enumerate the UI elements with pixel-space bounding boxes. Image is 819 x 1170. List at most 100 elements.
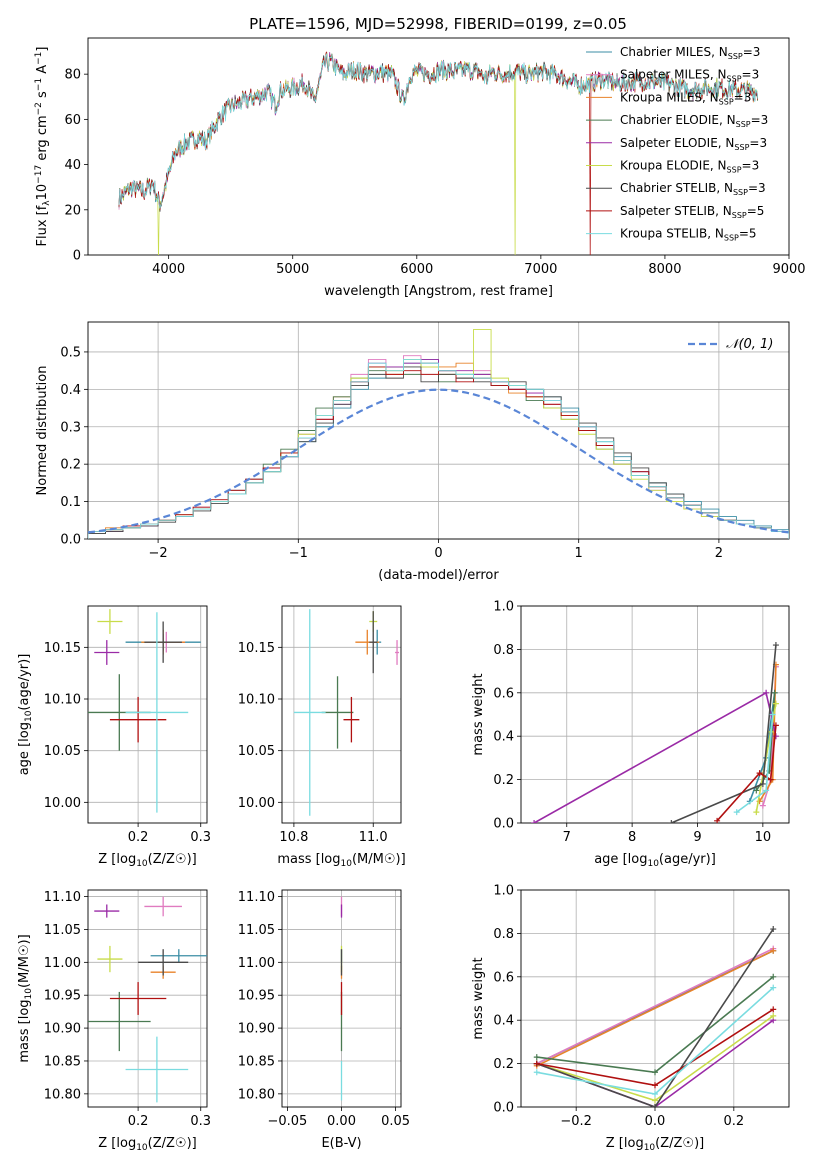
weight-point-salpeter_elodie (763, 689, 770, 696)
weight-point-chabrier_elodie (753, 787, 760, 794)
y-tick-label: 11.00 (238, 956, 275, 971)
y-axis-label: mass [log10(M/M☉)] (17, 934, 34, 1062)
x-tick-label: −1 (289, 546, 308, 561)
weight-point-kroupa_miles (770, 947, 777, 954)
label-part: Salpeter MILES, N (620, 68, 727, 82)
label-part: 10 (647, 859, 659, 869)
label-part: 10 (136, 859, 148, 869)
x-tick-label: 9000 (772, 262, 805, 277)
label-part: =3 (743, 45, 761, 59)
y-tick-label: 10.15 (238, 641, 275, 656)
x-axis-label: Z [log10(Z/Z☉)] (98, 1136, 196, 1153)
weight-point-salpeter_miles (759, 802, 766, 809)
label-part: Chabrier STELIB, N (620, 181, 733, 195)
label-part: )] (187, 852, 197, 867)
y-tick-label: 0.0 (493, 1101, 514, 1116)
label-part: (age/yr)] (659, 852, 716, 867)
weight-line-salpeter_elodie (533, 691, 777, 823)
label-part: mass [log (277, 852, 340, 867)
y-tick-label: 0.0 (60, 533, 81, 548)
label-part: SSP (734, 143, 749, 152)
axes-frame (520, 605, 790, 824)
x-axis-label: Z [log10(Z/Z☉)] (98, 852, 196, 869)
weight-point-chabrier_elodie (771, 689, 778, 696)
y-tick-label: 10.10 (44, 693, 81, 708)
label-part: ☉ (175, 1136, 187, 1151)
legend-label: Chabrier ELODIE, NSSP=3 (620, 113, 768, 129)
x-axis-label: E(B-V) (321, 1136, 361, 1151)
y-tick-label: 10.95 (238, 989, 275, 1004)
y-tick-label: 11.00 (44, 956, 81, 971)
x-tick-label: 10.8 (279, 830, 308, 845)
y-tick-label: 10.90 (44, 1022, 81, 1037)
y-tick-label: 10.85 (44, 1054, 81, 1069)
label-part: SSP (724, 234, 739, 243)
weight-point-kroupa_elodie (652, 1097, 658, 1104)
y-tick-label: 11.10 (238, 890, 275, 905)
weight-point-salpeter_stelib (770, 1006, 777, 1013)
y-tick-label: 0.2 (493, 773, 514, 788)
x-axis-label: age [log10(age/yr)] (594, 852, 716, 869)
x-tick-label: 6000 (400, 262, 433, 277)
weight-point-kroupa_elodie (753, 809, 760, 816)
label-part: ] (35, 47, 50, 52)
weight-line-chabrier_stelib (536, 928, 774, 1107)
label-part: age [log (594, 852, 647, 867)
weight-point-salpeter_elodie (531, 820, 538, 823)
weight-point-kroupa_stelib (533, 1069, 540, 1076)
x-tick-label: 0.2 (128, 1114, 149, 1129)
label-part: 10 (35, 184, 50, 201)
spectrum-line-kroupa_stelib (118, 52, 759, 209)
label-part: ☉ (384, 852, 396, 867)
label-part: Salpeter STELIB, N (620, 204, 732, 218)
legend-label: 𝒩(0, 1) (726, 337, 773, 352)
legend-label: Salpeter STELIB, NSSP=5 (620, 204, 764, 220)
label-part: =5 (739, 227, 757, 241)
legend-label: Kroupa STELIB, NSSP=5 (620, 227, 757, 243)
weight-point-salpeter_stelib (767, 776, 774, 783)
y-tick-label: 10.00 (238, 796, 275, 811)
y-tick-label: 0.4 (60, 383, 81, 398)
y-tick-label: 0.8 (493, 643, 514, 658)
x-tick-label: −2 (149, 546, 168, 561)
label-part: Chabrier ELODIE, N (620, 113, 736, 127)
histogram-chabrier_stelib (88, 366, 789, 539)
legend-label: Kroupa MILES, NSSP=3 (620, 90, 751, 106)
label-part: 10 (24, 710, 34, 722)
legend-label: Chabrier STELIB, NSSP=3 (620, 181, 766, 197)
axes-frame (281, 605, 402, 824)
y-tick-label: 1.0 (493, 884, 514, 899)
spectrum-panel: 4000 5000 6000 7000 8000 9000 0 20 40 60 80 wavelen… (34, 37, 806, 299)
y-axis-label: mass weight (471, 673, 486, 755)
y-tick-label: 10.10 (238, 693, 275, 708)
label-part: =3 (751, 113, 769, 127)
label-part: Kroupa ELODIE, N (620, 159, 727, 173)
residuals-histogram-panel: −2 −1 0 1 2 0.0 0.1 0.2 0.3 0.4 0.5 (data-model)/er… (35, 321, 790, 583)
label-part: )] (187, 1136, 197, 1151)
figure-title: PLATE=1596, MJD=52998, FIBERID=0199, z=0… (249, 15, 627, 33)
weight-line-kroupa_miles (536, 950, 774, 1067)
weight-point-salpeter_stelib (652, 1082, 658, 1089)
label-part: ☉ (682, 1136, 694, 1151)
y-axis-label: Flux [fλ10−17 erg cm−2 s−1 A−1] (34, 47, 52, 247)
x-tick-label: 4000 (152, 262, 185, 277)
mass-weight-vs-metallicity-panel: −0.2 0.0 0.2 0.0 0.2 0.4 0.6 0.8 1.0 Z [log10(Z/Z… (471, 884, 790, 1153)
label-part: =3 (734, 90, 752, 104)
label-part: Flux [f (35, 205, 50, 246)
label-part: (M/M (352, 852, 384, 867)
y-tick-label: 10.80 (238, 1087, 275, 1102)
label-part: SSP (727, 166, 742, 175)
y-axis-label: age [log10(age/yr)] (17, 654, 34, 776)
x-tick-label: 11.0 (359, 830, 388, 845)
weight-point-chabrier_elodie (652, 1069, 658, 1076)
y-tick-label: 1.0 (493, 600, 514, 615)
y-tick-label: 10.05 (44, 744, 81, 759)
x-tick-label: 0.2 (723, 1114, 744, 1129)
y-tick-label: 0.6 (493, 686, 514, 701)
y-tick-label: 10.15 (44, 641, 81, 656)
axes-frame (281, 889, 402, 1108)
label-part: SSP (728, 52, 743, 61)
x-axis-label: Z [log10(Z/Z☉)] (606, 1136, 704, 1153)
